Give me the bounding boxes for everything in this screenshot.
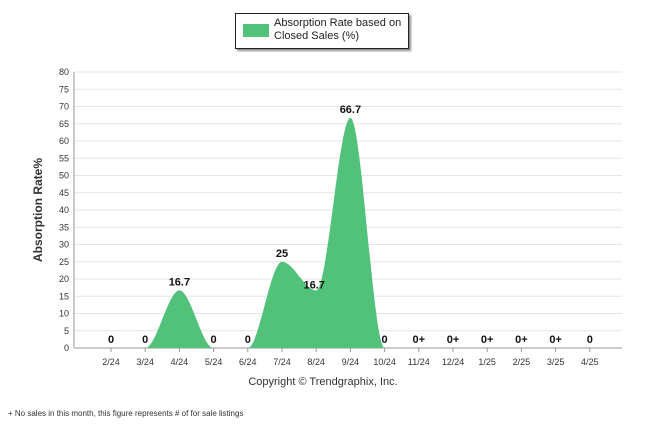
x-tick-label: 3/24 xyxy=(136,357,154,367)
y-tick-label: 80 xyxy=(59,67,69,77)
x-tick-label: 10/24 xyxy=(373,357,396,367)
data-label: 0 xyxy=(245,334,251,346)
y-tick-label: 60 xyxy=(59,136,69,146)
x-tick-label: 9/24 xyxy=(342,357,360,367)
footnote-text: + No sales in this month, this figure re… xyxy=(8,409,244,418)
y-tick-label: 15 xyxy=(59,291,69,301)
y-tick-label: 50 xyxy=(59,171,69,181)
data-label: 0 xyxy=(587,334,593,346)
data-label: 0+ xyxy=(447,334,460,346)
legend: Absorption Rate based on Closed Sales (%… xyxy=(235,13,409,49)
x-tick-label: 5/24 xyxy=(205,357,223,367)
y-tick-label: 55 xyxy=(59,153,69,163)
y-tick-label: 70 xyxy=(59,102,69,112)
x-tick-label: 7/24 xyxy=(273,357,291,367)
y-tick-label: 75 xyxy=(59,84,69,94)
x-tick-label: 8/24 xyxy=(307,357,325,367)
data-label: 0+ xyxy=(515,334,528,346)
data-label: 16.7 xyxy=(303,279,324,291)
y-tick-label: 20 xyxy=(59,274,69,284)
x-tick-label: 3/25 xyxy=(547,357,565,367)
y-tick-label: 45 xyxy=(59,188,69,198)
y-tick-label: 25 xyxy=(59,257,69,267)
series-area xyxy=(111,117,590,348)
data-label: 25 xyxy=(276,248,288,260)
y-tick-label: 35 xyxy=(59,222,69,232)
data-label: 0 xyxy=(108,334,114,346)
legend-label: Absorption Rate based on Closed Sales (%… xyxy=(274,17,402,42)
x-tick-label: 4/25 xyxy=(581,357,599,367)
data-label: 0 xyxy=(142,334,148,346)
data-label: 0 xyxy=(211,334,217,346)
data-label: 0 xyxy=(382,334,388,346)
x-tick-label: 2/24 xyxy=(102,357,120,367)
y-tick-label: 40 xyxy=(59,205,69,215)
data-label: 0+ xyxy=(413,334,426,346)
x-tick-label: 6/24 xyxy=(239,357,257,367)
y-tick-label: 10 xyxy=(59,309,69,319)
data-label: 16.7 xyxy=(169,276,190,288)
y-axis-title: Absorption Rate% xyxy=(31,158,45,262)
legend-swatch xyxy=(243,24,269,37)
x-tick-label: 4/24 xyxy=(171,357,189,367)
y-tick-label: 30 xyxy=(59,240,69,250)
copyright-text: Copyright © Trendgraphix, Inc. xyxy=(248,376,398,388)
y-tick-label: 0 xyxy=(64,343,69,353)
x-tick-label: 2/25 xyxy=(513,357,531,367)
data-label: 66.7 xyxy=(340,104,361,116)
data-label: 0+ xyxy=(549,334,562,346)
data-label: 0+ xyxy=(481,334,494,346)
y-tick-label: 65 xyxy=(59,119,69,129)
x-tick-label: 1/25 xyxy=(478,357,496,367)
x-tick-label: 12/24 xyxy=(442,357,465,367)
x-tick-label: 11/24 xyxy=(408,357,430,367)
y-tick-label: 5 xyxy=(64,326,69,336)
